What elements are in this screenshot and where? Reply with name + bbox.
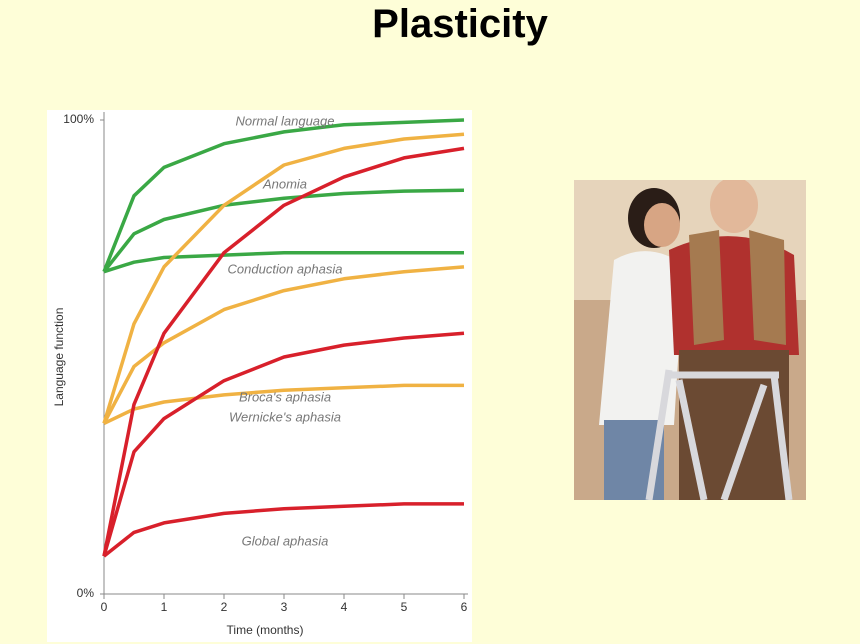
line (102, 188, 465, 273)
y-axis-label: Language function (52, 308, 66, 407)
x-axis-label: Time (months) (227, 623, 304, 637)
x-tick-label: 6 (461, 600, 468, 614)
y-tick-label: 0% (77, 586, 95, 600)
man-face (710, 180, 758, 233)
slide-title: Plasticity (372, 2, 548, 46)
y-tick-label: 100% (63, 112, 94, 126)
line (102, 502, 464, 558)
annotation: Normal language (235, 113, 334, 128)
photo (574, 180, 806, 500)
nurse-coat (599, 251, 684, 425)
line (102, 146, 465, 557)
x-tick-label: 3 (281, 600, 288, 614)
x-tick-label: 1 (161, 600, 168, 614)
line (102, 132, 465, 424)
x-tick-label: 5 (401, 600, 408, 614)
x-tick-label: 2 (221, 600, 228, 614)
line (103, 383, 464, 425)
nurse-face (644, 203, 680, 247)
annotation: Anomia (262, 176, 307, 191)
annotation: Broca's aphasia (239, 389, 331, 404)
walker (645, 369, 793, 500)
x-tick-label: 4 (341, 600, 348, 614)
man-vest (689, 230, 786, 345)
annotation: Global aphasia (242, 533, 329, 548)
line (102, 331, 465, 557)
annotation: Conduction aphasia (228, 261, 343, 276)
annotation: Wernicke's aphasia (229, 409, 341, 424)
line (102, 118, 465, 273)
line (103, 250, 464, 274)
line (102, 265, 465, 425)
x-tick-label: 0 (101, 600, 108, 614)
